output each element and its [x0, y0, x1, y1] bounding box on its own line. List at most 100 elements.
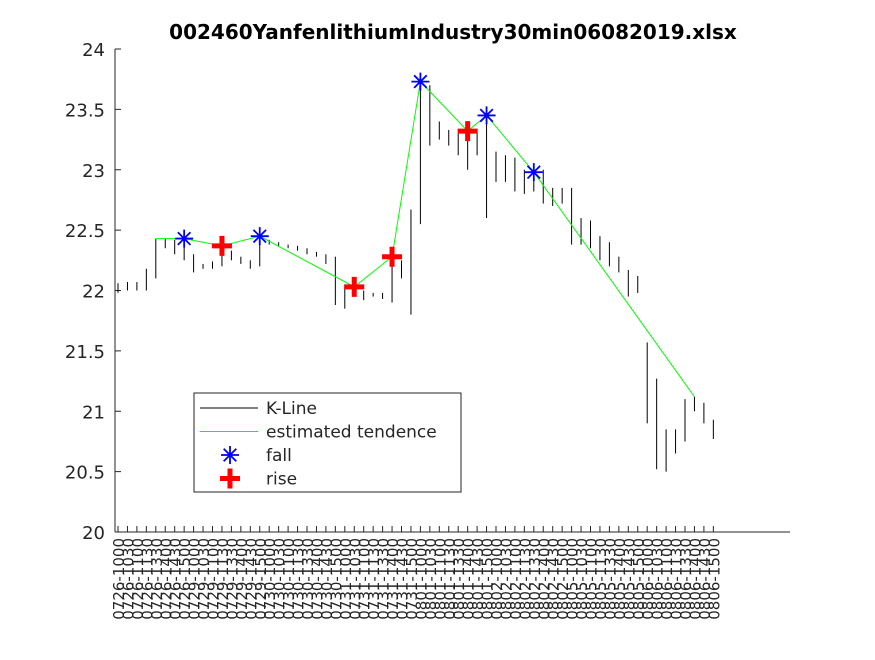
x-tick-label: 0730-1400 [308, 538, 326, 620]
plus-shape [344, 276, 365, 297]
x-tick-label: 0726-1400 [157, 538, 175, 620]
x-tick-label: 0801-1330 [450, 538, 468, 620]
chart-title: 002460YanfenlithiumIndustry30min06082019… [169, 20, 737, 44]
x-tick-label: 0726-1100 [129, 538, 147, 620]
y-tick-label: 23.5 [65, 100, 105, 121]
x-tick-label: 0806-1330 [677, 538, 695, 620]
plus-shape [382, 246, 403, 267]
x-tick-label: 0806-1000 [639, 538, 657, 620]
x-tick-label: 0805-1000 [564, 538, 582, 620]
x-tick-label: 0726-1030 [119, 538, 137, 620]
x-tick-label: 0730-1100 [280, 538, 298, 620]
x-tick-label: 0801-1130 [441, 538, 459, 620]
x-tick-label: 0730-1330 [299, 538, 317, 620]
x-tick-label: 0801-1500 [479, 538, 497, 620]
y-tick-label: 20.5 [65, 463, 105, 484]
x-tick-label: 0729-1000 [186, 538, 204, 620]
plus-shape [211, 235, 232, 256]
x-tick-label: 0801-1100 [431, 538, 449, 620]
plus-shape [457, 121, 478, 142]
legend-label: K-Line [266, 399, 317, 419]
x-tick-label: 0802-1030 [497, 538, 515, 620]
x-tick-label: 0805-1030 [573, 538, 591, 620]
x-tick-label: 0731-1130 [365, 538, 383, 620]
y-tick-label: 22.5 [65, 221, 105, 242]
x-tick-label: 0806-1430 [696, 538, 714, 620]
rise-marker [382, 246, 403, 267]
x-tick-label: 0802-1400 [535, 538, 553, 620]
y-tick-label: 20 [82, 523, 105, 544]
x-tick-label: 0805-1130 [592, 538, 610, 620]
x-tick-label: 0731-1430 [394, 538, 412, 620]
x-tick-label: 0726-1130 [138, 538, 156, 620]
x-tick-label: 0731-1000 [337, 538, 355, 620]
asterisk-shape [524, 163, 543, 182]
x-tick-label: 0805-1430 [620, 538, 638, 620]
x-tick-label: 0806-1400 [686, 538, 704, 620]
x-tick-label: 0726-1330 [148, 538, 166, 620]
fall-marker [477, 106, 496, 125]
x-tick-label: 0729-1500 [252, 538, 270, 620]
legend: K-Line estimated tendence fall rise [193, 392, 462, 493]
asterisk-shape [221, 446, 239, 464]
x-tick-label: 0726-1500 [176, 538, 194, 620]
x-tick-label: 0802-1500 [554, 538, 572, 620]
legend-label: rise [266, 470, 297, 490]
asterisk-shape [175, 229, 194, 248]
y-tick-label: 21.5 [65, 342, 105, 363]
x-tick-label: 0802-1330 [526, 538, 544, 620]
y-tick-label: 23 [82, 161, 105, 182]
x-tick-label: 0731-1330 [375, 538, 393, 620]
x-tick-label: 0806-1100 [658, 538, 676, 620]
fall-marker [250, 227, 269, 246]
rise-marker [211, 235, 232, 256]
x-tick-label: 0730-1430 [318, 538, 336, 620]
x-tick-label: 0801-1430 [469, 538, 487, 620]
rise-marker [344, 276, 365, 297]
x-tick-label: 0805-1400 [611, 538, 629, 620]
plus-shape [220, 468, 240, 489]
x-tick-label: 0731-1030 [346, 538, 364, 620]
x-tick-label: 0729-1030 [195, 538, 213, 620]
x-tick-label: 0729-1130 [214, 538, 232, 620]
fall-marker [411, 72, 430, 91]
x-tick-label: 0729-1100 [205, 538, 223, 620]
x-tick-label: 0801-1400 [460, 538, 478, 620]
x-tick-label: 0806-1500 [705, 538, 723, 620]
legend-label: fall [266, 446, 292, 466]
x-tick-label: 0802-1430 [545, 538, 563, 620]
x-tick-label: 0731-1400 [384, 538, 402, 620]
legend-label: estimated tendence [266, 423, 437, 443]
x-tick-label: 0730-1000 [261, 538, 279, 620]
fall-marker [524, 163, 543, 182]
asterisk-shape [250, 227, 269, 246]
x-tick-label: 0730-1500 [327, 538, 345, 620]
fall-marker [175, 229, 194, 248]
x-tick-label: 0730-1030 [271, 538, 289, 620]
asterisk-shape [477, 106, 496, 125]
x-tick-label: 0805-1500 [630, 538, 648, 620]
x-tick-label: 0731-1100 [356, 538, 374, 620]
x-tick-label: 0729-1330 [223, 538, 241, 620]
x-tick-label: 0802-1000 [488, 538, 506, 620]
x-tick-label: 0802-1130 [516, 538, 534, 620]
x-tick-label: 0726-1430 [167, 538, 185, 620]
x-tick-label: 0801-1030 [422, 538, 440, 620]
x-tick-label: 0805-1330 [601, 538, 619, 620]
rise-marker [457, 121, 478, 142]
y-tick-label: 22 [82, 282, 105, 303]
x-tick-label: 0805-1100 [583, 538, 601, 620]
x-tick-label: 0729-1400 [233, 538, 251, 620]
x-tick-label: 0731-1500 [403, 538, 421, 620]
y-tick-label: 21 [82, 402, 105, 423]
x-tick-label: 0726-1000 [110, 538, 128, 620]
x-tick-label: 0806-1030 [649, 538, 667, 620]
y-tick-label: 24 [82, 40, 105, 61]
rise-marker [220, 468, 240, 489]
asterisk-shape [411, 72, 430, 91]
x-tick-label: 0806-1130 [668, 538, 686, 620]
x-tick-label: 0730-1130 [290, 538, 308, 620]
legend-box [193, 392, 462, 493]
